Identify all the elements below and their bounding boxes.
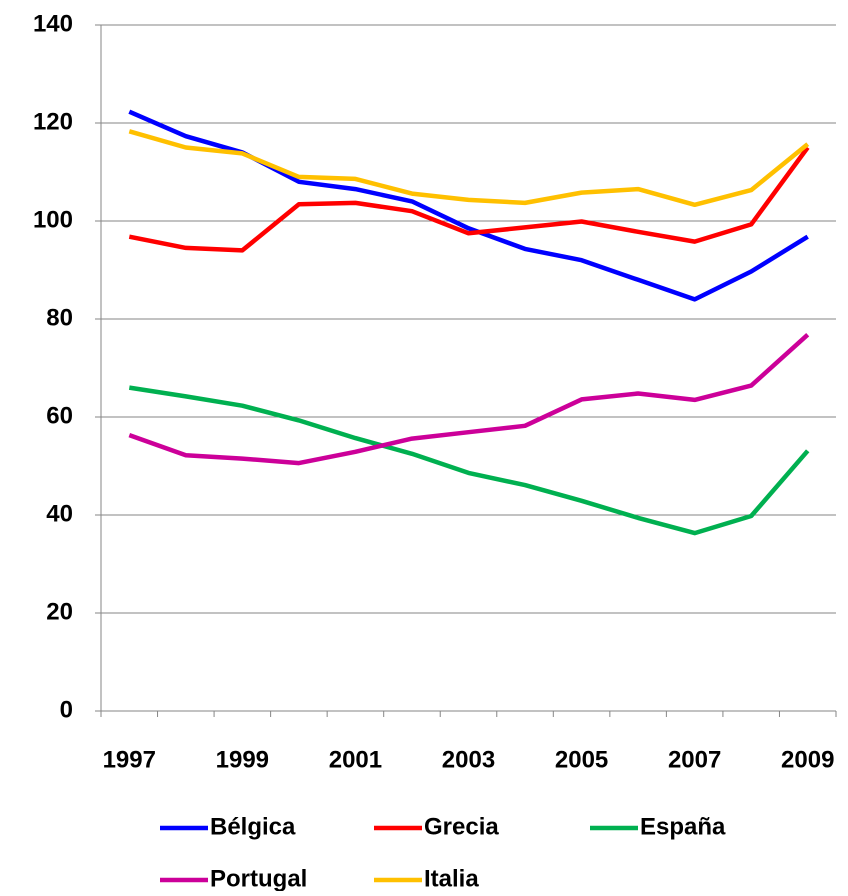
y-tick-label: 40 [46, 500, 73, 527]
legend-label: Portugal [210, 865, 307, 891]
line-series [128, 129, 810, 208]
x-tick-label: 1999 [216, 746, 269, 773]
y-tick-label: 20 [46, 598, 73, 625]
y-tick-label: 80 [46, 304, 73, 331]
line-series [128, 385, 810, 536]
x-tick-label: 2007 [668, 746, 721, 773]
x-tick-label: 2009 [781, 746, 834, 773]
y-tick-label: 0 [60, 696, 73, 723]
y-tick-label: 100 [33, 206, 73, 233]
legend-label: Bélgica [210, 813, 296, 840]
line-series [128, 333, 810, 466]
y-tick-label: 60 [46, 402, 73, 429]
y-tick-label: 120 [33, 108, 73, 135]
legend-label: España [640, 813, 726, 840]
x-tick-label: 1997 [103, 746, 156, 773]
legend-label: Italia [424, 865, 479, 891]
x-tick-label: 2001 [329, 746, 382, 773]
y-tick-label: 140 [33, 10, 73, 37]
legend-label: Grecia [424, 813, 499, 840]
line-series [128, 109, 809, 302]
x-tick-label: 2003 [442, 746, 495, 773]
x-tick-label: 2005 [555, 746, 608, 773]
line-series [128, 146, 810, 253]
